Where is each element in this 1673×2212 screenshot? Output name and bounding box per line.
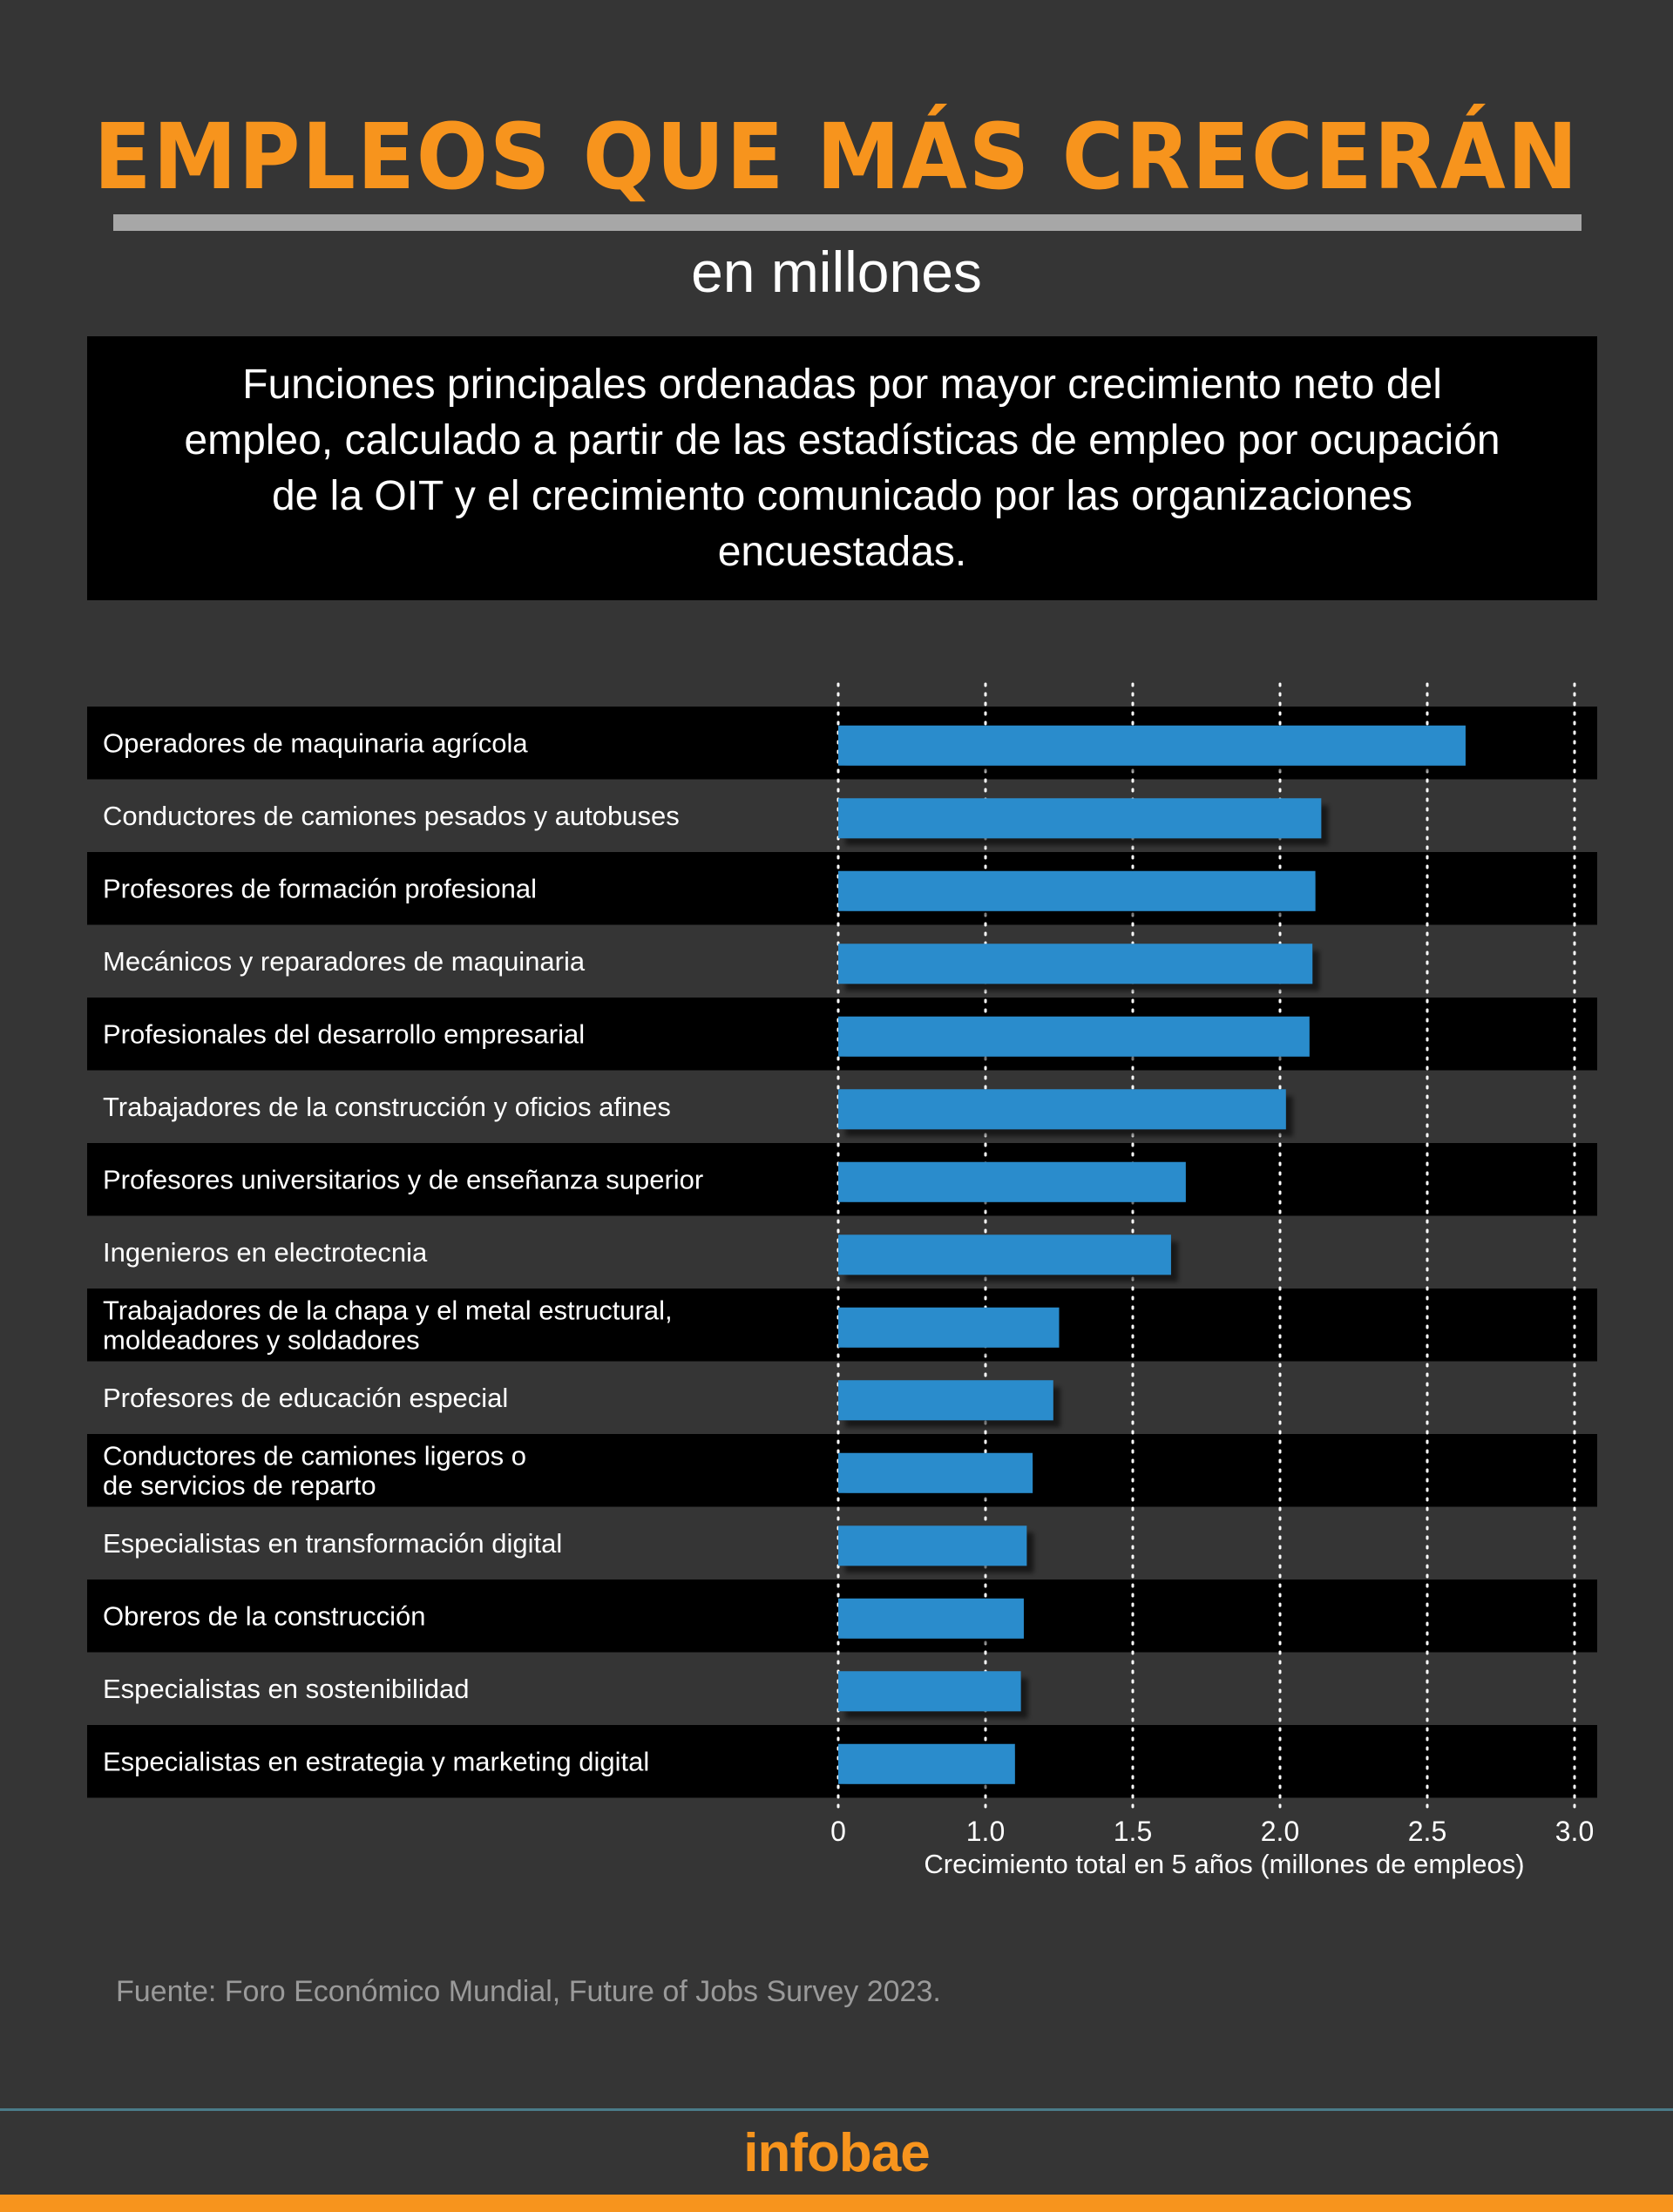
- category-label: Especialistas en transformación digital: [103, 1528, 562, 1559]
- category-label: Conductores de camiones ligeros o de serv…: [103, 1441, 526, 1501]
- category-label: Profesionales del desarrollo empresarial: [103, 1019, 585, 1050]
- description-text: Funciones principales ordenadas por mayo…: [184, 361, 1500, 575]
- bar: [838, 1307, 1060, 1348]
- bar: [838, 870, 1316, 911]
- x-tick-label: 3.0: [1555, 1816, 1594, 1847]
- category-label: Obreros de la construcción: [103, 1601, 425, 1632]
- infobae-logo: infobae: [743, 2123, 930, 2183]
- description-box: Funciones principales ordenadas por mayo…: [87, 336, 1597, 600]
- chart-title: EMPLEOS QUE MÁS CRECERÁN: [93, 104, 1580, 210]
- footer-divider: [0, 2108, 1673, 2111]
- bar: [838, 1598, 1024, 1639]
- chart-subtitle: en millones: [691, 240, 982, 304]
- x-tick-label: 1.5: [1114, 1816, 1152, 1847]
- category-label: Profesores de educación especial: [103, 1383, 508, 1413]
- x-tick-label: 2.0: [1261, 1816, 1299, 1847]
- x-tick-label: 1.0: [966, 1816, 1005, 1847]
- category-label: Conductores de camiones pesados y autobu…: [103, 801, 680, 831]
- category-label: Operadores de maquinaria agrícola: [103, 728, 528, 759]
- category-label: Ingenieros en electrotecnia: [103, 1237, 428, 1268]
- bar: [838, 1089, 1286, 1130]
- bar: [838, 1161, 1186, 1202]
- bar: [838, 1452, 1033, 1493]
- x-tick-label: 0: [830, 1816, 846, 1847]
- bar: [838, 1743, 1015, 1784]
- bar: [838, 1671, 1021, 1712]
- x-axis-title: Crecimiento total en 5 años (millones de…: [924, 1849, 1525, 1879]
- category-label: Trabajadores de la chapa y el metal estr…: [103, 1295, 673, 1356]
- bar: [838, 1016, 1310, 1057]
- source-note: Fuente: Foro Económico Mundial, Future o…: [116, 1975, 941, 2008]
- category-label: Especialistas en sostenibilidad: [103, 1674, 469, 1704]
- x-tick-label: 2.5: [1408, 1816, 1446, 1847]
- category-label: Trabajadores de la construcción y oficio…: [103, 1092, 671, 1122]
- bar: [838, 1235, 1171, 1275]
- category-label: Especialistas en estrategia y marketing …: [103, 1747, 649, 1777]
- category-label: Profesores universitarios y de enseñanza…: [103, 1165, 703, 1195]
- category-label: Profesores de formación profesional: [103, 874, 537, 904]
- bar: [838, 944, 1313, 984]
- bar: [838, 725, 1466, 766]
- footer-accent-bar: [0, 2195, 1673, 2212]
- bar: [838, 1380, 1053, 1421]
- title-underline: [113, 214, 1582, 231]
- category-label: Mecánicos y reparadores de maquinaria: [103, 946, 586, 977]
- bar: [838, 798, 1322, 839]
- bar: [838, 1525, 1027, 1566]
